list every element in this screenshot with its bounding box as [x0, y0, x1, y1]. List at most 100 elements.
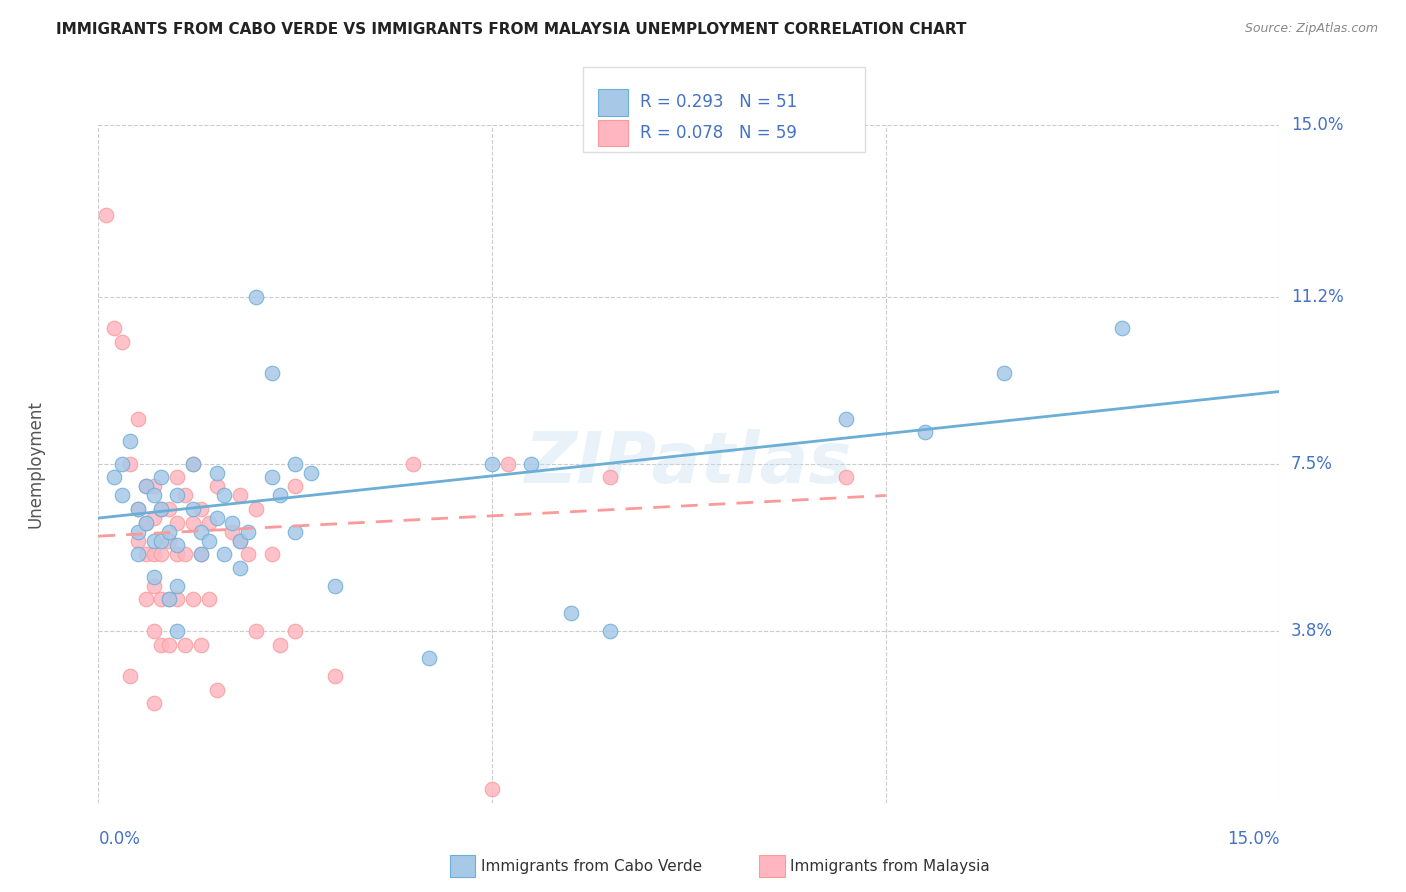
- Text: 7.5%: 7.5%: [1291, 455, 1333, 473]
- Text: Source: ZipAtlas.com: Source: ZipAtlas.com: [1244, 22, 1378, 36]
- Point: [229, 561, 252, 575]
- Point: [118, 434, 141, 449]
- Point: [284, 457, 307, 471]
- Point: [174, 638, 197, 652]
- Point: [284, 624, 307, 638]
- Text: Immigrants from Malaysia: Immigrants from Malaysia: [790, 859, 990, 873]
- Point: [142, 624, 165, 638]
- Point: [269, 488, 291, 502]
- Point: [157, 592, 180, 607]
- Point: [135, 516, 157, 530]
- Text: R = 0.293   N = 51: R = 0.293 N = 51: [640, 94, 797, 112]
- Point: [190, 502, 212, 516]
- Point: [245, 624, 267, 638]
- Point: [142, 570, 165, 584]
- Point: [181, 457, 204, 471]
- Point: [560, 606, 582, 620]
- Point: [221, 524, 243, 539]
- Point: [181, 592, 204, 607]
- Point: [323, 579, 346, 593]
- Point: [190, 547, 212, 561]
- Point: [599, 624, 621, 638]
- Point: [496, 457, 519, 471]
- Point: [221, 516, 243, 530]
- Point: [181, 516, 204, 530]
- Point: [520, 457, 543, 471]
- Point: [181, 502, 204, 516]
- Point: [599, 470, 621, 484]
- Point: [205, 466, 228, 480]
- Point: [260, 470, 283, 484]
- Point: [260, 367, 283, 381]
- Text: 11.2%: 11.2%: [1291, 287, 1344, 306]
- Point: [197, 533, 219, 548]
- Point: [174, 547, 197, 561]
- Point: [142, 579, 165, 593]
- Point: [835, 411, 858, 425]
- Point: [166, 470, 188, 484]
- Point: [481, 782, 503, 797]
- Point: [205, 511, 228, 525]
- Point: [214, 488, 236, 502]
- Text: 3.8%: 3.8%: [1291, 622, 1333, 640]
- Text: 15.0%: 15.0%: [1291, 116, 1343, 134]
- Text: 0.0%: 0.0%: [98, 830, 141, 847]
- Point: [103, 321, 125, 335]
- Point: [157, 592, 180, 607]
- Point: [150, 592, 173, 607]
- Point: [197, 592, 219, 607]
- Text: Unemployment: Unemployment: [27, 400, 44, 528]
- Point: [157, 638, 180, 652]
- Point: [157, 524, 180, 539]
- Text: R = 0.078   N = 59: R = 0.078 N = 59: [640, 124, 797, 142]
- Point: [166, 488, 188, 502]
- Point: [166, 547, 188, 561]
- Point: [166, 538, 188, 552]
- Point: [166, 579, 188, 593]
- Point: [284, 479, 307, 493]
- Point: [150, 470, 173, 484]
- Text: Immigrants from Cabo Verde: Immigrants from Cabo Verde: [481, 859, 702, 873]
- Point: [150, 533, 173, 548]
- Point: [157, 533, 180, 548]
- Point: [127, 547, 149, 561]
- Point: [181, 457, 204, 471]
- Point: [1111, 321, 1133, 335]
- Point: [127, 533, 149, 548]
- Point: [142, 488, 165, 502]
- Point: [205, 479, 228, 493]
- Point: [205, 682, 228, 697]
- Point: [111, 488, 134, 502]
- Point: [150, 547, 173, 561]
- Text: 15.0%: 15.0%: [1227, 830, 1279, 847]
- Point: [157, 502, 180, 516]
- Point: [135, 479, 157, 493]
- Point: [103, 470, 125, 484]
- Point: [96, 208, 118, 222]
- Point: [142, 511, 165, 525]
- Point: [236, 547, 259, 561]
- Point: [135, 479, 157, 493]
- Text: ZIPatlas: ZIPatlas: [526, 429, 852, 499]
- Point: [150, 638, 173, 652]
- Point: [914, 425, 936, 440]
- Point: [284, 524, 307, 539]
- Point: [835, 470, 858, 484]
- Point: [197, 516, 219, 530]
- Point: [135, 592, 157, 607]
- Point: [229, 533, 252, 548]
- Point: [245, 290, 267, 304]
- Point: [142, 547, 165, 561]
- Point: [166, 592, 188, 607]
- Point: [190, 547, 212, 561]
- Point: [299, 466, 322, 480]
- Point: [229, 488, 252, 502]
- Point: [150, 502, 173, 516]
- Point: [135, 516, 157, 530]
- Point: [166, 624, 188, 638]
- Point: [135, 547, 157, 561]
- Point: [142, 697, 165, 711]
- Point: [127, 411, 149, 425]
- Point: [214, 547, 236, 561]
- Point: [118, 457, 141, 471]
